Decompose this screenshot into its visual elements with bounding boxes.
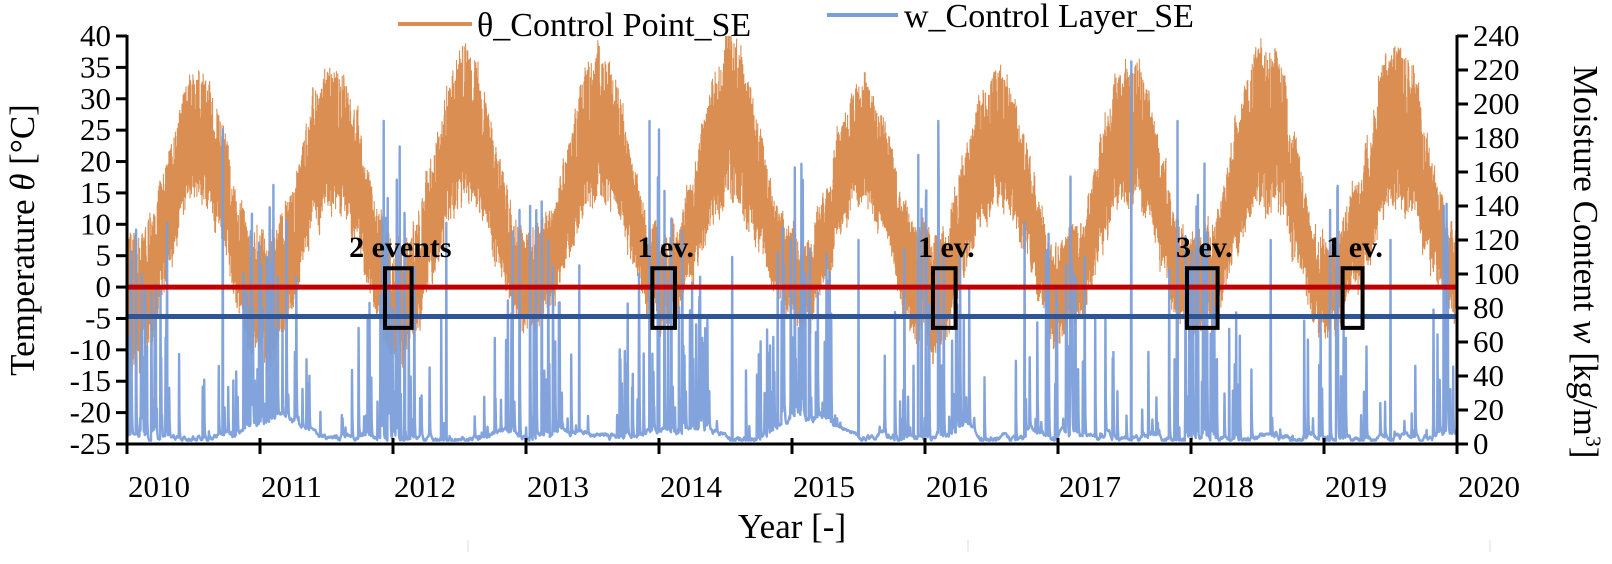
y-left-tick-label: -25 bbox=[70, 426, 111, 461]
y-right-tick-label: 60 bbox=[1473, 324, 1504, 359]
axes: 4035302520151050-5-10-15-20-252402202001… bbox=[70, 18, 1520, 504]
event-label: 3 ev. bbox=[1176, 231, 1233, 264]
legend-label-moisture: w_Control Layer_SE bbox=[904, 0, 1194, 35]
y-left-tick-label: 35 bbox=[80, 49, 111, 84]
y-right-tick-label: 180 bbox=[1473, 120, 1520, 155]
y-right-tick-label: 40 bbox=[1473, 358, 1504, 393]
x-tick-label: 2014 bbox=[660, 469, 723, 504]
x-tick-label: 2015 bbox=[793, 469, 855, 504]
event-label: 1 ev. bbox=[637, 231, 694, 264]
y-right-tick-label: 0 bbox=[1473, 426, 1489, 461]
y-right-tick-label: 240 bbox=[1473, 18, 1520, 53]
moisture-series bbox=[126, 60, 1458, 442]
x-tick-label: 2020 bbox=[1458, 469, 1520, 504]
x-tick-label: 2011 bbox=[261, 469, 322, 504]
y-right-tick-label: 160 bbox=[1473, 154, 1520, 189]
y-axis-left-title: Temperature θ [°C] bbox=[3, 104, 42, 376]
x-tick-label: 2012 bbox=[394, 469, 456, 504]
x-tick-label: 2010 bbox=[128, 469, 190, 504]
event-box bbox=[650, 266, 677, 330]
x-tick-label: 2019 bbox=[1325, 469, 1387, 504]
y-left-tick-label: -15 bbox=[70, 363, 111, 398]
event-label: 2 events bbox=[349, 231, 451, 264]
y-left-tick-label: 10 bbox=[80, 206, 111, 241]
event-box bbox=[1340, 266, 1365, 330]
y-left-tick-label: 20 bbox=[80, 144, 111, 179]
y-left-tick-label: -5 bbox=[85, 300, 111, 335]
y-right-tick-label: 200 bbox=[1473, 86, 1520, 121]
event-label: 1 ev. bbox=[1326, 231, 1383, 264]
y-left-tick-label: 5 bbox=[96, 238, 112, 273]
event-box bbox=[1185, 266, 1220, 330]
y-left-tick-label: -10 bbox=[70, 332, 111, 367]
legend-label-temperature: θ_Control Point_SE bbox=[477, 7, 751, 44]
y-right-tick-label: 220 bbox=[1473, 52, 1520, 87]
x-tick-label: 2016 bbox=[926, 469, 988, 504]
y-left-tick-label: -20 bbox=[70, 395, 111, 430]
y-left-tick-label: 0 bbox=[96, 269, 112, 304]
x-tick-label: 2018 bbox=[1192, 469, 1254, 504]
event-label: 1 ev. bbox=[918, 231, 975, 264]
plot-area: 2 events 1 ev. 1 ev. 3 ev. 1 ev. bbox=[126, 36, 1458, 442]
y-right-tick-label: 20 bbox=[1473, 392, 1504, 427]
y-left-tick-label: 40 bbox=[80, 18, 111, 53]
event-box bbox=[383, 266, 414, 330]
y-right-tick-label: 120 bbox=[1473, 222, 1520, 257]
y-left-tick-label: 15 bbox=[80, 175, 111, 210]
x-tick-label: 2013 bbox=[527, 469, 589, 504]
y-axis-right-title: Moisture Content w [kg/m3] bbox=[1566, 65, 1606, 458]
event-box bbox=[930, 266, 958, 330]
faint-divider-marks bbox=[467, 540, 1491, 552]
y-right-tick-label: 140 bbox=[1473, 188, 1520, 223]
y-left-tick-label: 25 bbox=[80, 112, 111, 147]
legend: θ_Control Point_SE w_Control Layer_SE bbox=[398, 0, 1194, 44]
y-right-tick-label: 80 bbox=[1473, 290, 1504, 325]
x-axis-title: Year [-] bbox=[738, 507, 846, 546]
x-tick-label: 2017 bbox=[1059, 469, 1121, 504]
y-right-tick-label: 100 bbox=[1473, 256, 1520, 291]
y-left-tick-label: 30 bbox=[80, 81, 111, 116]
